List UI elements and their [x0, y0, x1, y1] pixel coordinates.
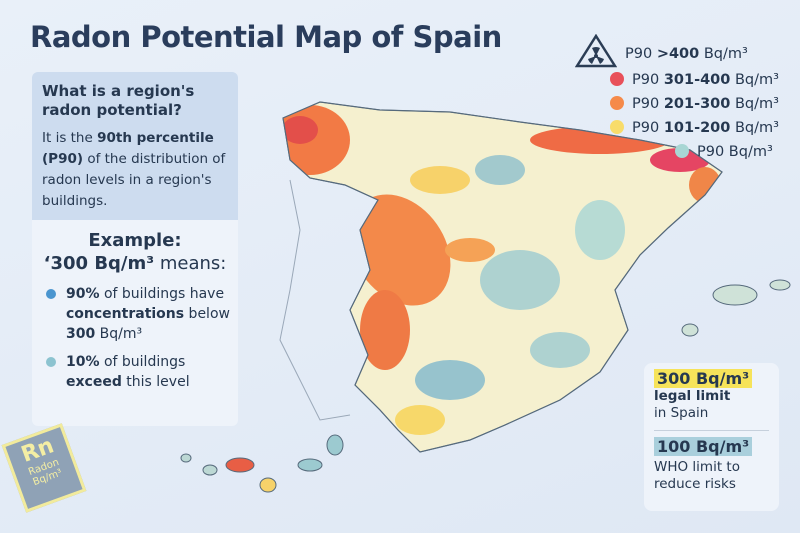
page-title: Radon Potential Map of Spain: [30, 20, 502, 54]
legend-item-201-300: P90 201-300 Bq/m³: [610, 96, 779, 112]
legend-item-low: P90 Bq/m³: [675, 144, 773, 160]
limits-card: 300 Bq/m³ legal limit in Spain 100 Bq/m³…: [644, 363, 779, 511]
canary-islands: [180, 434, 344, 493]
definition-text: It is the 90th percentile (P90) of the d…: [42, 130, 226, 209]
bullet-dot-icon: [46, 357, 56, 367]
divider: [654, 430, 769, 431]
example-value: ‘300 Bq/m³ means:: [43, 253, 227, 274]
definition-card: What is a region's radon potential? It i…: [32, 72, 238, 220]
legend-item-301-400: P90 301-400 Bq/m³: [610, 72, 779, 88]
example-heading: Example:: [88, 230, 182, 251]
example-bullet: 10% of buildings exceed this level: [40, 352, 230, 392]
legal-limit-value: 300 Bq/m³: [654, 369, 753, 388]
legend-item-over-400: P90 >400 Bq/m³: [574, 33, 748, 68]
balearic-islands: [681, 279, 791, 337]
example-bullet: 90% of buildings have concentrations bel…: [40, 284, 230, 344]
legend-item-101-200: P90 101-200 Bq/m³: [610, 120, 779, 136]
radiation-warning-icon: [574, 33, 618, 68]
who-limit-value: 100 Bq/m³: [654, 437, 753, 456]
definition-heading: What is a region's radon potential?: [42, 82, 195, 119]
example-card: Example: ‘300 Bq/m³ means: 90% of buildi…: [32, 220, 238, 426]
bullet-dot-icon: [46, 289, 56, 299]
